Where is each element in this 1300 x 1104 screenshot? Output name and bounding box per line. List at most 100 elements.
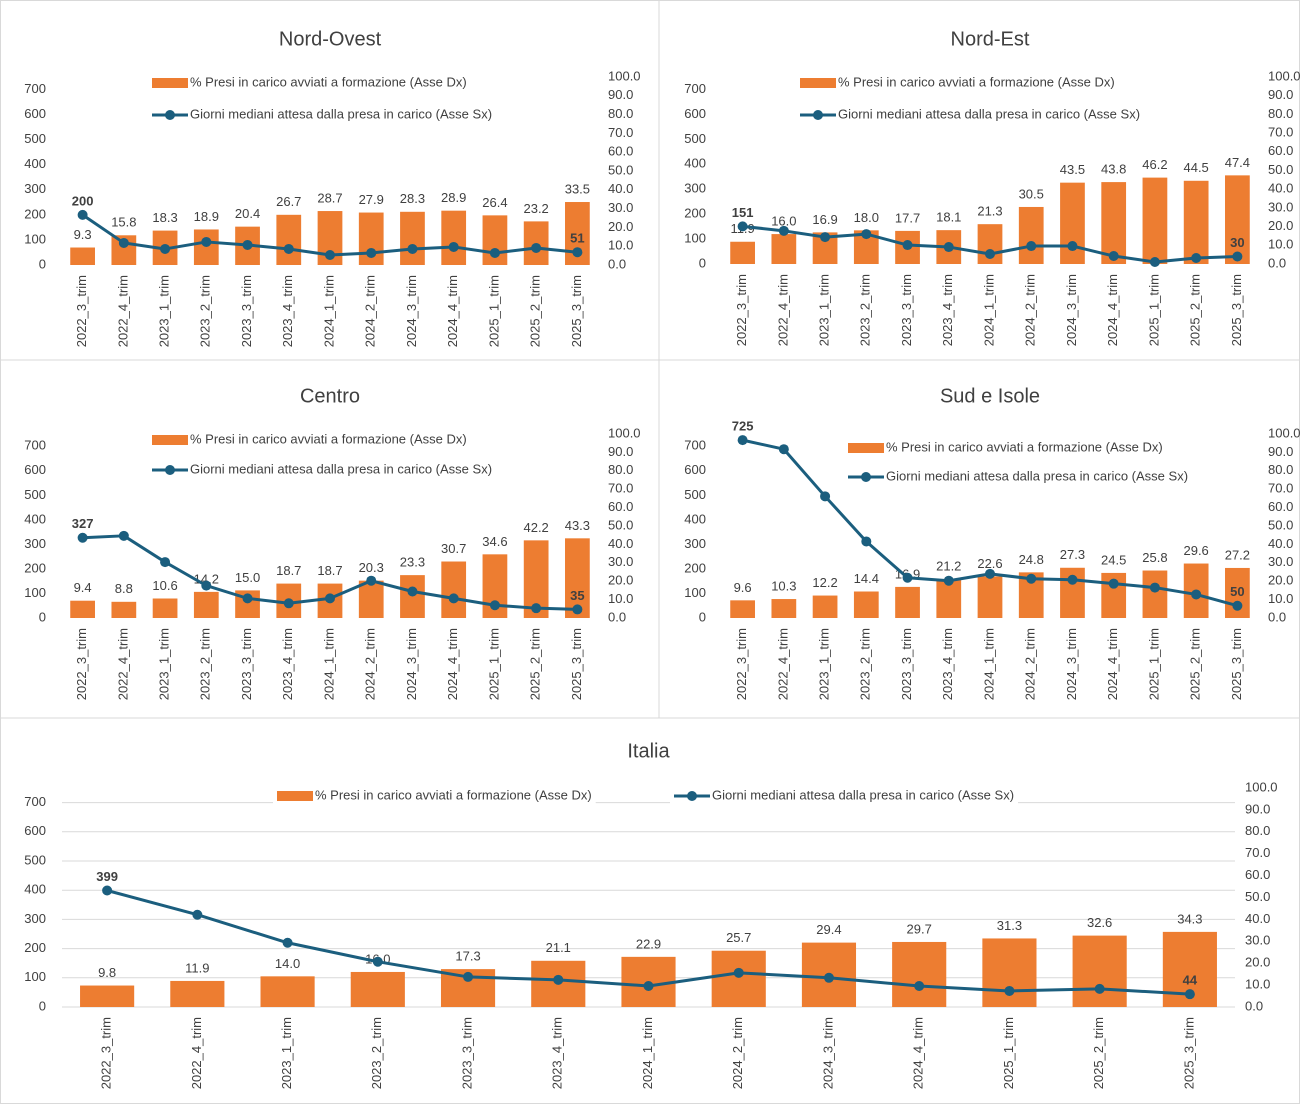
- y-tick-label: 300: [24, 911, 46, 926]
- bar-value-label: 12.2: [812, 575, 837, 590]
- bar-value-label: 32.6: [1087, 915, 1112, 930]
- y-tick-label: 100: [684, 231, 706, 246]
- bar: [1183, 180, 1209, 264]
- x-tick-label: 2022_4_trim: [189, 1017, 204, 1089]
- y2-tick-label: 100.0: [1268, 68, 1300, 83]
- bar-value-label: 43.3: [565, 518, 590, 533]
- x-tick-label: 2023_3_trim: [239, 275, 254, 347]
- bar-value-label: 28.7: [317, 190, 342, 205]
- y-tick-label: 200: [684, 206, 706, 221]
- line-value-label: 200: [72, 193, 94, 208]
- legend-label: % Presi in carico avviati a formazione (…: [838, 74, 1115, 89]
- line-value-label: 30: [1230, 235, 1244, 250]
- legend-background: [670, 787, 1019, 805]
- line-value-label: 35: [570, 588, 584, 603]
- line-point: [325, 593, 335, 604]
- x-tick-label: 2024_3_trim: [820, 1017, 835, 1089]
- bar-value-label: 31.3: [997, 918, 1022, 933]
- line-point: [1026, 241, 1037, 252]
- y-tick-label: 400: [684, 156, 706, 171]
- x-tick-label: 2022_3_trim: [734, 274, 749, 346]
- y-tick-label: 100: [24, 969, 46, 984]
- bar-value-label: 21.3: [977, 204, 1002, 219]
- x-tick-label: 2025_1_trim: [1001, 1017, 1016, 1089]
- line-point: [118, 530, 129, 541]
- line-point: [902, 240, 913, 251]
- line-point: [1191, 253, 1202, 264]
- bar-value-label: 29.4: [816, 922, 841, 937]
- line-point: [1004, 985, 1015, 996]
- x-tick-label: 2025_3_trim: [1229, 274, 1244, 346]
- x-tick-label: 2025_1_trim: [486, 275, 501, 347]
- line-point: [463, 971, 474, 982]
- line-point: [1108, 578, 1119, 589]
- line-point: [1184, 989, 1195, 1000]
- legend-swatch-marker: [861, 472, 871, 482]
- x-tick-label: 2025_3_trim: [569, 628, 584, 700]
- x-tick-label: 2025_2_trim: [528, 628, 543, 700]
- bar-value-label: 23.2: [523, 201, 548, 216]
- bar: [895, 586, 920, 618]
- line-value-label: 51: [570, 231, 584, 246]
- line-point: [572, 604, 583, 615]
- legend-swatch: [152, 435, 188, 445]
- legend-background: [796, 106, 1145, 124]
- bar-value-label: 15.8: [111, 215, 136, 230]
- bar-value-label: 46.2: [1142, 157, 1167, 172]
- line-point: [283, 243, 294, 254]
- x-tick-label: 2023_2_trim: [858, 274, 873, 346]
- bar-value-label: 8.8: [115, 581, 133, 596]
- y2-tick-label: 50.0: [1268, 517, 1293, 532]
- y2-tick-label: 40.0: [1268, 181, 1293, 196]
- bar-value-label: 18.7: [276, 563, 301, 578]
- x-tick-label: 2023_2_trim: [198, 628, 213, 700]
- line-point: [943, 575, 954, 586]
- bar: [350, 971, 405, 1007]
- y-tick-label: 200: [684, 560, 706, 575]
- line-point: [448, 593, 459, 604]
- y2-tick-label: 90.0: [608, 87, 633, 102]
- line-point: [160, 557, 171, 568]
- chart-title: Italia: [627, 740, 670, 762]
- y2-tick-label: 20.0: [608, 573, 633, 588]
- bar: [730, 600, 755, 618]
- legend-label: % Presi in carico avviati a formazione (…: [315, 787, 592, 802]
- x-tick-label: 2024_2_trim: [363, 275, 378, 347]
- x-tick-label: 2024_3_trim: [1064, 274, 1079, 346]
- bar: [771, 599, 797, 618]
- y-tick-label: 0: [699, 255, 706, 270]
- bar-value-label: 24.5: [1101, 552, 1126, 567]
- x-tick-label: 2025_1_trim: [1146, 628, 1161, 700]
- bar-value-label: 26.7: [276, 194, 301, 209]
- line-value-label: 725: [732, 419, 754, 434]
- y-tick-label: 400: [24, 156, 46, 171]
- x-tick-label: 2024_3_trim: [1064, 628, 1079, 700]
- x-tick-label: 2022_3_trim: [734, 628, 749, 700]
- x-tick-label: 2024_3_trim: [404, 628, 419, 700]
- line-value-label: 399: [96, 869, 118, 884]
- y-tick-label: 200: [24, 560, 46, 575]
- chart-title: Centro: [300, 385, 360, 407]
- chart-title: Nord-Ovest: [279, 28, 382, 50]
- line-point: [372, 956, 383, 967]
- bar-value-label: 44.5: [1183, 160, 1208, 175]
- bar-value-label: 27.9: [359, 192, 384, 207]
- y-tick-label: 400: [24, 882, 46, 897]
- y2-tick-label: 50.0: [1268, 162, 1293, 177]
- legend-label: % Presi in carico avviati a formazione (…: [886, 439, 1163, 454]
- bar-value-label: 43.8: [1101, 162, 1126, 177]
- y2-tick-label: 70.0: [608, 481, 633, 496]
- legend-background: [148, 461, 497, 479]
- y2-tick-label: 90.0: [1268, 444, 1293, 459]
- line-point: [118, 237, 129, 248]
- line-point: [985, 568, 995, 579]
- bar: [80, 985, 135, 1007]
- bar-value-label: 21.1: [546, 940, 571, 955]
- bar-value-label: 14.0: [275, 956, 300, 971]
- line-point: [489, 247, 500, 258]
- line-point: [902, 572, 913, 583]
- bar-value-label: 10.6: [152, 578, 177, 593]
- legend-swatch-marker: [813, 110, 823, 120]
- y-tick-label: 700: [24, 81, 46, 96]
- bar-value-label: 34.3: [1177, 911, 1202, 926]
